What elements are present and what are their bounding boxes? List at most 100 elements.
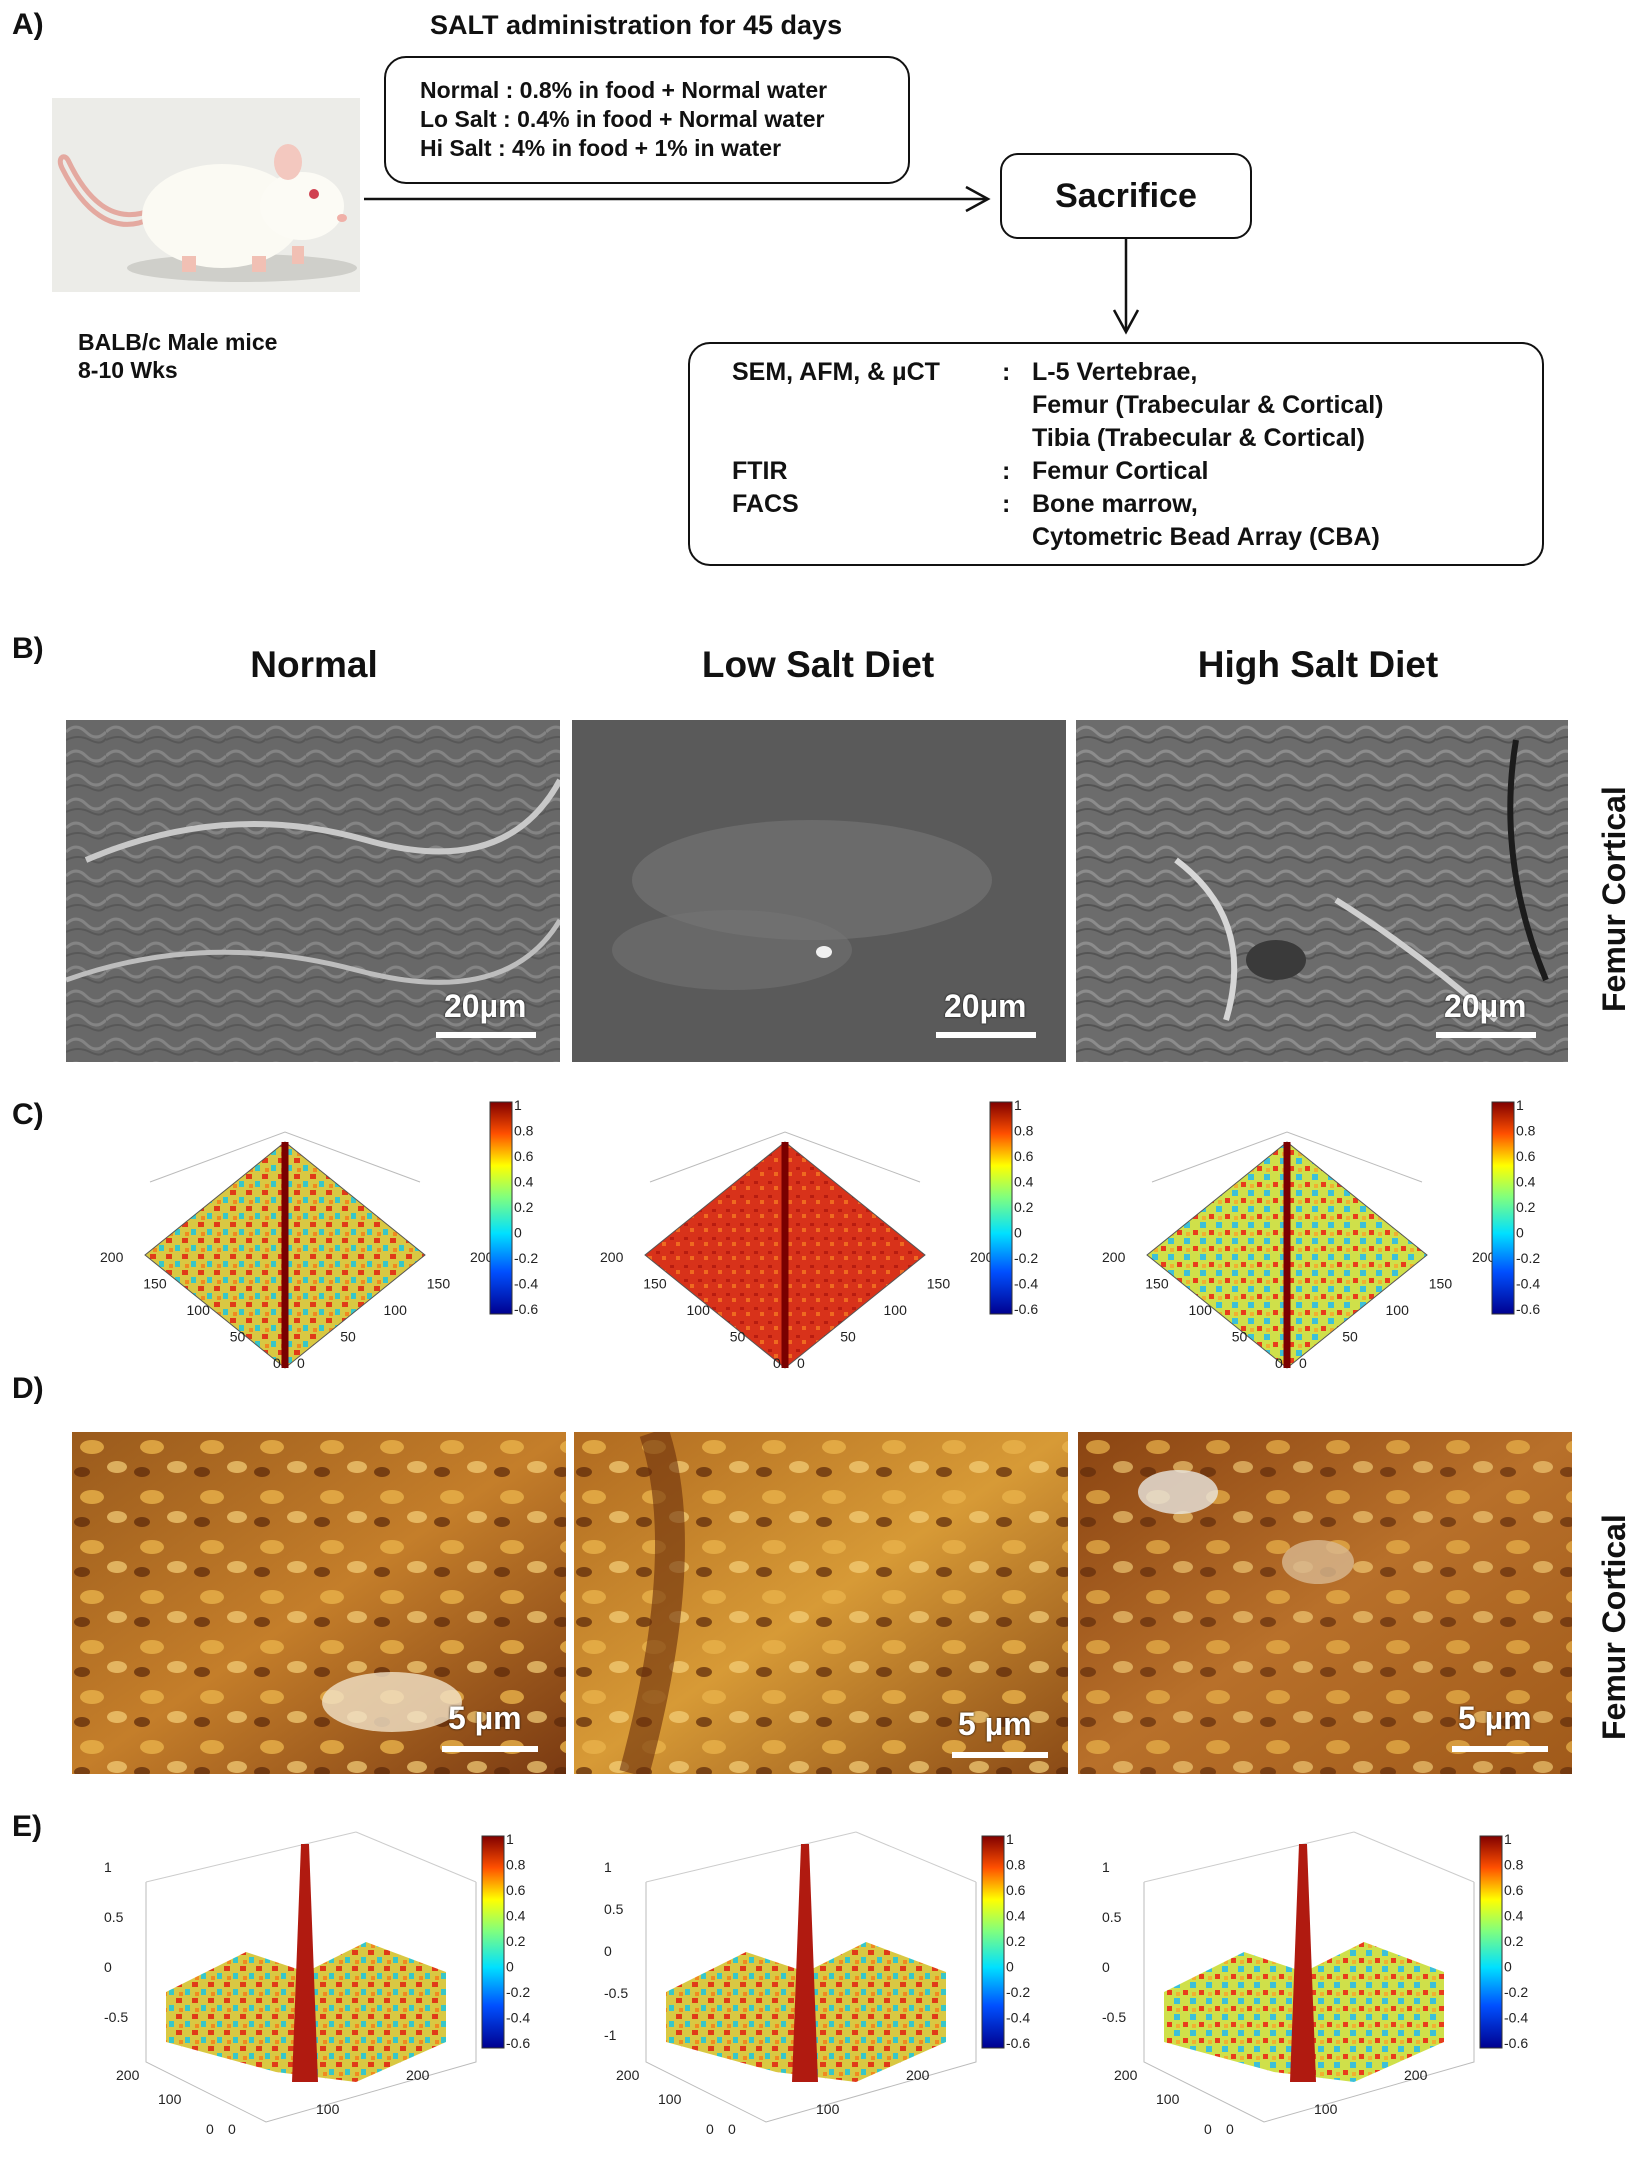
sem-low-scalebar [936, 1032, 1036, 1038]
e-1-colorbar-tick: 0.8 [506, 1857, 526, 1873]
c-left-axis-tick: 100 [687, 1302, 711, 1318]
c-3-colorbar-tick: 1 [1516, 1097, 1524, 1113]
sem-high-scalebar [1436, 1032, 1536, 1038]
e-box-edge [645, 1831, 857, 1883]
analysis-target: Bone marrow, [1032, 490, 1198, 518]
c-3-colorbar-tick: -0.4 [1516, 1276, 1540, 1292]
e-2-colorbar-tick: -0.6 [1006, 2035, 1030, 2051]
e-1-colorbar-tick: -0.2 [506, 1984, 530, 2000]
analysis-target: L-5 Vertebrae, [1032, 358, 1198, 386]
c-right-axis-tick: 200 [970, 1249, 994, 1265]
analysis-target: Femur Cortical [1032, 457, 1209, 485]
e-2-colorbar-tick: 0.6 [1006, 1882, 1026, 1898]
analysis-separator [1002, 521, 1032, 554]
col-head-normal: Normal [250, 644, 378, 685]
e-3-colorbar [1479, 1835, 1503, 2049]
analysis-row: Cytometric Bead Array (CBA) [732, 521, 1542, 554]
c-left-axis-tick: 200 [1102, 1249, 1126, 1265]
c-left-axis-tick: 50 [730, 1329, 746, 1345]
analysis-row: FACS: Bone marrow, [732, 488, 1542, 521]
e-base-tick: 0 [1226, 2121, 1234, 2137]
c-right-axis-tick: 50 [340, 1329, 356, 1345]
c-1-colorbar-tick: 1 [514, 1097, 522, 1113]
afm-low-scalebar [952, 1752, 1048, 1758]
analysis-method: FACS [732, 490, 799, 518]
c-3-colorbar-tick: -0.6 [1516, 1301, 1540, 1317]
c-left-axis-tick: 200 [600, 1249, 624, 1265]
c-right-axis-tick: 0 [1299, 1355, 1307, 1371]
c-right-axis-tick: 50 [1342, 1329, 1358, 1345]
c-3-colorbar-tick: 0.4 [1516, 1174, 1536, 1190]
e-base-tick: 100 [1156, 2091, 1180, 2107]
analysis-row: Tibia (Trabecular & Cortical) [732, 422, 1542, 455]
e-base-tick: 0 [706, 2121, 714, 2137]
e-base-tick: 200 [616, 2067, 640, 2083]
c-left-axis-tick: 0 [1275, 1355, 1283, 1371]
e-base-tick: 200 [906, 2067, 930, 2083]
e-2-colorbar-tick: -0.4 [1006, 2010, 1030, 2026]
e-box-edge [355, 1831, 477, 1883]
e-2-colorbar-tick: 0 [1006, 1959, 1014, 1975]
c-left-axis-tick: 50 [230, 1329, 246, 1345]
c-left-axis-tick: 150 [1145, 1276, 1169, 1292]
e-base-tick: 0 [206, 2121, 214, 2137]
analysis-separator [1002, 422, 1032, 455]
panel-c-label: C) [12, 1098, 44, 1131]
col-head-low: Low Salt Diet [701, 644, 935, 685]
e-3-colorbar-tick: 0.8 [1504, 1857, 1524, 1873]
diet-line-high: Hi Salt : 4% in food + 1% in water [420, 135, 782, 161]
e-3-colorbar-tick: 0.2 [1504, 1933, 1524, 1949]
e-base-tick: 200 [1404, 2067, 1428, 2083]
c-2-colorbar-tick: 0 [1014, 1225, 1022, 1241]
e-1-colorbar-tick: -0.4 [506, 2010, 530, 2026]
c-1-colorbar-tick: 0.6 [514, 1148, 534, 1164]
e-base-tick: 200 [406, 2067, 430, 2083]
c-1-colorbar-tick: 0.4 [514, 1174, 534, 1190]
c-1-colorbar-tick: 0 [514, 1225, 522, 1241]
e-3-colorbar-tick: 0.6 [1504, 1882, 1524, 1898]
analysis-method: FTIR [732, 457, 788, 485]
e-box-frame [1143, 1882, 1475, 2123]
sem-normal-scalebar [436, 1032, 536, 1038]
c-right-axis-tick: 0 [297, 1355, 305, 1371]
c-2-colorbar-tick: -0.2 [1014, 1250, 1038, 1266]
analysis-separator: : [1002, 490, 1011, 518]
e-1-colorbar-tick: 0 [506, 1959, 514, 1975]
c-2-colorbar-tick: 0.4 [1014, 1174, 1034, 1190]
c-3-colorbar-tick: -0.2 [1516, 1250, 1540, 1266]
sem-high-scale-label: 20µm [1444, 988, 1527, 1024]
sem-low-image [572, 720, 1066, 1062]
mouse-label: BALB/c Male mice 8-10 Wks [78, 328, 277, 384]
e-base-tick: 100 [1314, 2101, 1338, 2117]
e-box-edge [1143, 1831, 1355, 1883]
panel-a-label: A) [12, 8, 44, 41]
e-1-colorbar-tick: -0.6 [506, 2035, 530, 2051]
diet-box: Normal : 0.8% in food + Normal water Lo … [384, 56, 910, 184]
e-base-tick: 100 [658, 2091, 682, 2107]
e-z-tick: -0.5 [104, 2009, 128, 2025]
analysis-separator: : [1002, 457, 1011, 485]
c-2-colorbar-tick: 0.6 [1014, 1148, 1034, 1164]
e-central-peak [792, 1844, 818, 2082]
afm-normal-scalebar [442, 1746, 538, 1752]
analysis-method: SEM, AFM, & µCT [732, 358, 940, 386]
e-base-tick: 100 [816, 2101, 840, 2117]
analysis-method [732, 422, 1002, 455]
e-3-colorbar-tick: 0 [1504, 1959, 1512, 1975]
diet-line-low: Lo Salt : 0.4% in food + Normal water [420, 106, 825, 132]
e-2-colorbar-tick: 0.8 [1006, 1857, 1026, 1873]
e-z-tick: 1 [604, 1859, 612, 1875]
afm-low-image [574, 1432, 1068, 1774]
e-3-colorbar-tick: -0.6 [1504, 2035, 1528, 2051]
c-right-axis-tick: 100 [384, 1302, 408, 1318]
mouse-strain: BALB/c Male mice [78, 329, 278, 355]
analysis-target: Femur (Trabecular & Cortical) [1032, 391, 1384, 419]
panel-b-label: B) [12, 632, 44, 665]
e-z-tick: -1 [604, 2027, 617, 2043]
afm-high-image [1078, 1432, 1572, 1774]
panel-d-label: D) [12, 1372, 44, 1405]
analysis-rows: SEM, AFM, & µCT: L-5 Vertebrae, Femur (Tra… [732, 356, 1542, 554]
